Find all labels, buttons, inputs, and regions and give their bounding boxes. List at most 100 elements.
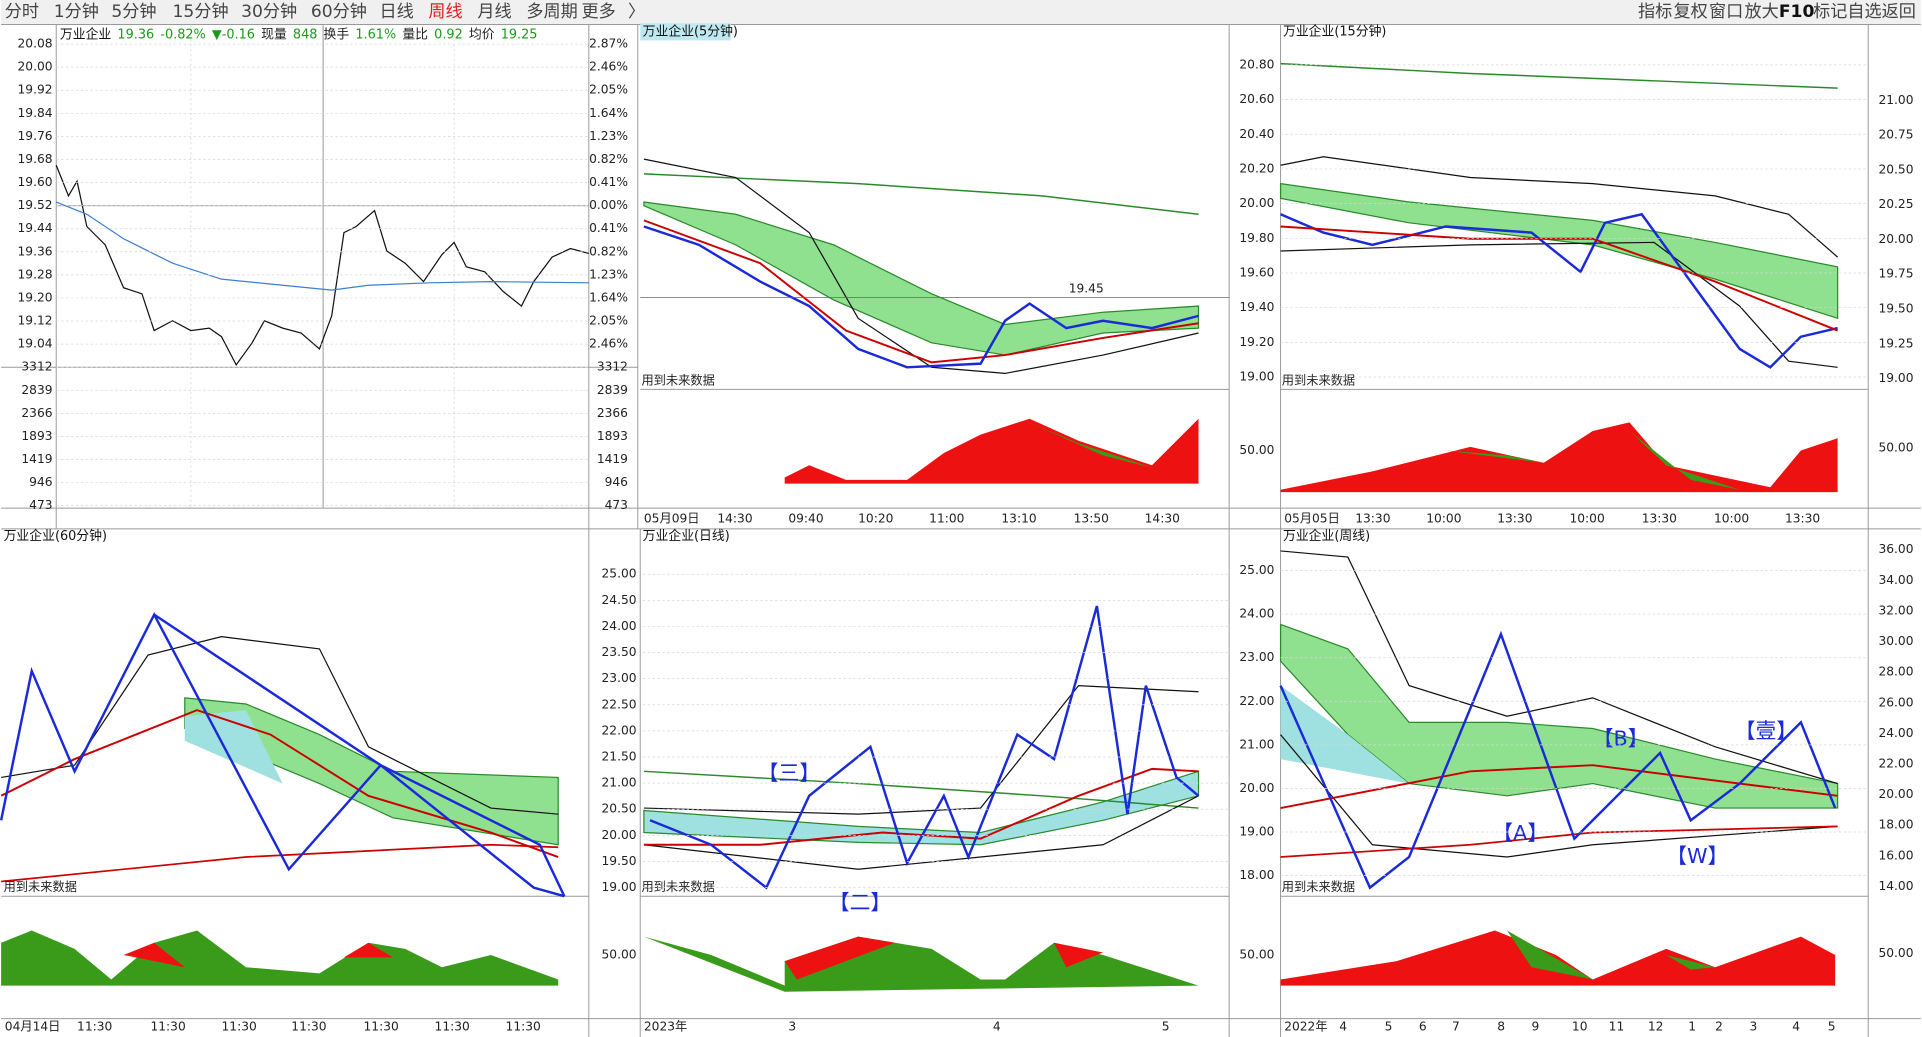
panel-title[interactable]: 万业企业(15分钟) <box>1283 23 1386 39</box>
period-tab[interactable]: 1分钟 <box>54 2 99 22</box>
x-axis-label: 11:30 <box>506 1020 541 1034</box>
period-tab[interactable]: 月线 <box>477 2 511 22</box>
chart-annotation: 【W】 <box>1666 844 1728 868</box>
price-axis-label: 2839 <box>21 383 52 397</box>
indicator-axis-label: 50.00 <box>1239 443 1274 457</box>
left-axis-label: 19.20 <box>1239 335 1274 349</box>
x-axis-label: 11:30 <box>435 1020 470 1034</box>
percent-axis-label: 1.23% <box>589 267 628 281</box>
toolbar-button[interactable]: 复权 <box>1674 2 1708 22</box>
quote-field: 0.92 <box>434 27 463 42</box>
percent-axis-label: 2.46% <box>589 60 628 74</box>
x-axis-label: 11:00 <box>929 512 964 526</box>
left-axis-label: 21.00 <box>1239 737 1274 751</box>
price-axis-label: 19.04 <box>18 337 53 351</box>
toolbar-button[interactable]: 返回 <box>1882 2 1916 22</box>
toolbar-button[interactable]: 放大 <box>1745 2 1779 22</box>
chart-annotation: 【壹】 <box>1735 719 1797 743</box>
period-tab[interactable]: 〉 <box>628 2 645 22</box>
x-axis-label: 1 <box>1688 1020 1696 1034</box>
right-axis-label: 36.00 <box>1878 542 1913 556</box>
percent-axis-label: 0.00% <box>589 198 628 212</box>
right-axis-label: 14.00 <box>1878 879 1913 893</box>
left-axis-label: 23.00 <box>1239 650 1274 664</box>
left-axis-label: 23.50 <box>602 645 637 659</box>
left-axis-label: 19.40 <box>1239 300 1274 314</box>
x-axis-label: 4 <box>1339 1020 1347 1034</box>
period-tab[interactable]: 更多 <box>581 2 615 22</box>
percent-axis-label: 1.23% <box>589 129 628 143</box>
chart-annotation: 用到未来数据 <box>1282 372 1355 387</box>
percent-axis-label: 473 <box>605 498 628 512</box>
left-axis-label: 22.00 <box>1239 694 1274 708</box>
chart-60min-lines <box>0 611 566 986</box>
period-tab[interactable]: 15分钟 <box>173 2 229 22</box>
toolbar-button[interactable]: 指标 <box>1638 2 1672 22</box>
left-axis-label: 20.80 <box>1239 57 1274 71</box>
left-axis-label: 20.00 <box>1239 196 1274 210</box>
right-axis-label: 28.00 <box>1878 665 1913 679</box>
percent-axis-label: 2839 <box>597 383 628 397</box>
x-axis-label: 04月14日 <box>5 1020 61 1034</box>
x-axis-label: 13:30 <box>1785 512 1820 526</box>
left-axis-label: 20.00 <box>1239 781 1274 795</box>
left-axis-label: 20.20 <box>1239 161 1274 175</box>
toolbar-button[interactable]: 标记 <box>1813 2 1847 22</box>
period-tab[interactable]: 日线 <box>379 2 413 22</box>
stock-name: 万业企业 <box>60 26 112 42</box>
quote-field: 19.25 <box>501 27 538 42</box>
percent-axis-label: 2.46% <box>589 337 628 351</box>
indicator-axis-label: 50.00 <box>602 947 637 961</box>
x-axis-label: 10:00 <box>1426 512 1461 526</box>
period-tab[interactable]: 周线 <box>428 2 462 22</box>
percent-axis-label: 0.82% <box>589 152 628 166</box>
x-axis-label: 10:00 <box>1569 512 1604 526</box>
period-tab[interactable]: 多周期 <box>526 2 577 22</box>
left-axis-label: 22.00 <box>602 723 637 737</box>
right-axis-label: 24.00 <box>1878 726 1913 740</box>
toolbar-button[interactable]: 窗口 <box>1709 2 1743 22</box>
x-axis-label: 11:30 <box>77 1020 112 1034</box>
chart-daily-lines <box>643 605 1200 992</box>
right-axis-label: 20.25 <box>1878 197 1913 211</box>
price-axis-label: 1419 <box>21 452 52 466</box>
percent-axis-label: 1.64% <box>589 106 628 120</box>
right-axis-label: 22.00 <box>1878 756 1913 770</box>
period-tab[interactable]: 30分钟 <box>241 2 297 22</box>
toolbar-button[interactable]: F10 <box>1779 2 1815 22</box>
chart-annotation: 【二】 <box>829 891 891 915</box>
period-tab[interactable]: 分时 <box>5 2 39 22</box>
price-axis-label: 20.00 <box>18 60 53 74</box>
period-tab[interactable]: 60分钟 <box>311 2 367 22</box>
left-axis-label: 19.00 <box>1239 370 1274 384</box>
period-tab[interactable]: 5分钟 <box>111 2 156 22</box>
panel-title[interactable]: 万业企业(5分钟) <box>643 23 738 39</box>
panel-title[interactable]: 万业企业(60分钟) <box>4 528 107 544</box>
price-axis-label: 19.68 <box>18 152 53 166</box>
price-axis-label: 3312 <box>21 360 52 374</box>
left-axis-label: 18.00 <box>1239 868 1274 882</box>
x-axis-label: 3 <box>788 1020 796 1034</box>
indicator-axis-label: 50.00 <box>1239 947 1274 961</box>
price-axis-label: 19.20 <box>18 290 53 304</box>
x-axis-label: 14:30 <box>1145 512 1180 526</box>
panel-title[interactable]: 万业企业(周线) <box>1283 528 1370 544</box>
quote-field: 848 <box>293 27 318 42</box>
indicator-axis-label: 50.00 <box>1878 441 1913 455</box>
right-axis-label: 20.50 <box>1878 162 1913 176</box>
panel-title[interactable]: 万业企业(日线) <box>643 528 730 544</box>
chart-annotation: 19.45 <box>1069 281 1104 295</box>
price-axis-label: 19.28 <box>18 267 53 281</box>
toolbar-button[interactable]: 自选 <box>1847 2 1881 22</box>
x-axis-label: 8 <box>1497 1020 1505 1034</box>
right-axis-label: 21.00 <box>1878 93 1913 107</box>
x-axis-label: 5 <box>1162 1020 1170 1034</box>
x-axis-label: 3 <box>1749 1020 1757 1034</box>
price-axis-label: 20.08 <box>18 37 53 51</box>
right-axis-label: 19.25 <box>1878 336 1913 350</box>
left-axis-label: 24.50 <box>602 593 637 607</box>
x-axis-label: 14:30 <box>717 512 752 526</box>
title-highlight <box>640 23 731 41</box>
percent-axis-label: 1893 <box>597 429 628 443</box>
